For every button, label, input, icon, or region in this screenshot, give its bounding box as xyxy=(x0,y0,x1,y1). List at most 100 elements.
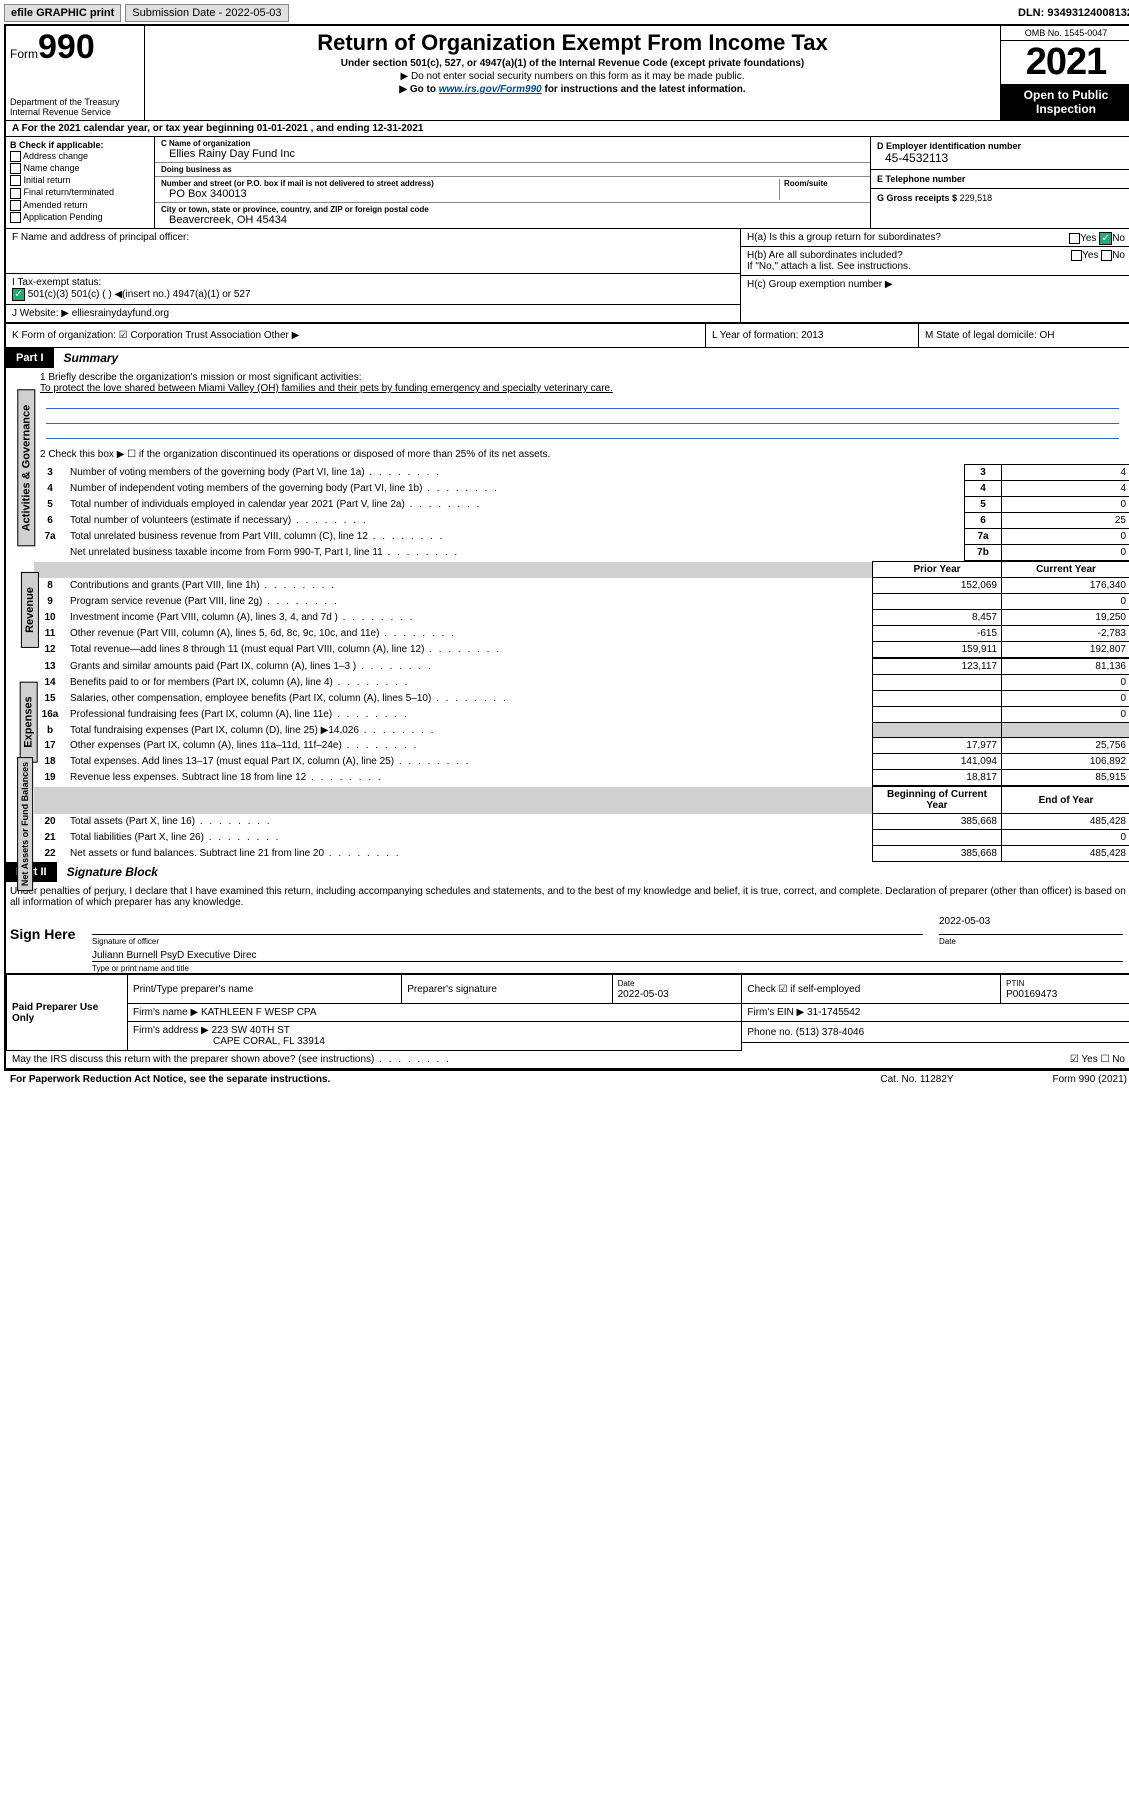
ha-no[interactable]: ✓ xyxy=(1099,232,1112,245)
cell-prior xyxy=(873,691,1002,707)
row-num: 7a xyxy=(34,529,66,545)
cell-curr: 19,250 xyxy=(1002,610,1129,626)
row-desc: Number of voting members of the governin… xyxy=(66,465,965,481)
cell-curr: 192,807 xyxy=(1002,642,1129,658)
goto-pre: ▶ Go to xyxy=(399,84,438,95)
row-a: A For the 2021 calendar year, or tax yea… xyxy=(6,121,1129,137)
cell-prior: 385,668 xyxy=(873,846,1002,862)
irs: Internal Revenue Service xyxy=(10,107,140,117)
row-box: 7a xyxy=(965,529,1002,545)
cell-prior: 159,911 xyxy=(873,642,1002,658)
row-num: 4 xyxy=(34,481,66,497)
row-desc: Total fundraising expenses (Part IX, col… xyxy=(66,723,873,738)
cell-curr: 0 xyxy=(1002,707,1129,723)
cell-prior: 385,668 xyxy=(873,814,1002,830)
chk-amended[interactable] xyxy=(10,200,21,211)
hdr-prior: Beginning of Current Year xyxy=(873,787,1002,814)
chk-address[interactable] xyxy=(10,151,21,162)
hdr-prior: Prior Year xyxy=(873,562,1002,578)
sig-name-lbl: Type or print name and title xyxy=(92,964,1129,973)
vlabel-gov: Activities & Governance xyxy=(17,390,35,547)
m-state: M State of legal domicile: OH xyxy=(918,324,1129,347)
gross: 229,518 xyxy=(960,193,993,203)
row-desc: Contributions and grants (Part VIII, lin… xyxy=(66,578,873,594)
vlabel-net: Net Assets or Fund Balances xyxy=(17,757,33,891)
row-num: 20 xyxy=(34,814,66,830)
row-val: 4 xyxy=(1002,481,1129,497)
cell-curr: 0 xyxy=(1002,675,1129,691)
sig-date-lbl: Date xyxy=(939,937,1129,946)
irs-link[interactable]: www.irs.gov/Form990 xyxy=(439,84,542,95)
tel-lbl: E Telephone number xyxy=(877,174,1125,184)
chk-name[interactable] xyxy=(10,163,21,174)
addr: PO Box 340013 xyxy=(161,188,779,200)
chk-pending[interactable] xyxy=(10,212,21,223)
row-desc: Grants and similar amounts paid (Part IX… xyxy=(66,659,873,675)
mission-line-1 xyxy=(46,394,1119,409)
ha-yes[interactable] xyxy=(1069,233,1080,244)
p-h3v: 2022-05-03 xyxy=(618,989,669,1000)
city: Beavercreek, OH 45434 xyxy=(161,214,864,226)
form-prefix: Form xyxy=(10,47,38,61)
hb-no[interactable] xyxy=(1101,250,1112,261)
cell-curr: 485,428 xyxy=(1002,846,1129,862)
ein-lbl: D Employer identification number xyxy=(877,141,1125,151)
omb: OMB No. 1545-0047 xyxy=(1001,26,1129,41)
chk-final[interactable] xyxy=(10,188,21,199)
row-num: 22 xyxy=(34,846,66,862)
ha: H(a) Is this a group return for subordin… xyxy=(741,229,1129,247)
b-opt-3: Final return/terminated xyxy=(24,187,115,197)
row-desc: Program service revenue (Part VIII, line… xyxy=(66,594,873,610)
sig-officer-lbl: Signature of officer xyxy=(92,937,931,946)
h-blank2 xyxy=(66,787,873,814)
hb-yes[interactable] xyxy=(1071,250,1082,261)
efile-button[interactable]: efile GRAPHIC print xyxy=(4,4,121,22)
dept: Department of the Treasury xyxy=(10,97,140,107)
hdr-curr: Current Year xyxy=(1002,562,1129,578)
i-opts: 501(c)(3) 501(c) ( ) ◀(insert no.) 4947(… xyxy=(28,289,251,300)
row-desc: Total revenue—add lines 8 through 11 (mu… xyxy=(66,642,873,658)
row-num: 15 xyxy=(34,691,66,707)
cell-curr: 85,915 xyxy=(1002,770,1129,786)
l-year: L Year of formation: 2013 xyxy=(705,324,918,347)
row-desc: Number of independent voting members of … xyxy=(66,481,965,497)
cell-prior xyxy=(873,675,1002,691)
p-h5: PTIN xyxy=(1006,979,1024,988)
addr-lbl: Number and street (or P.O. box if mail i… xyxy=(161,179,779,188)
line1b: To protect the love shared between Miami… xyxy=(40,383,1125,394)
row-desc: Total number of individuals employed in … xyxy=(66,497,965,513)
p-h3: Date xyxy=(618,979,635,988)
paid-hdr: Paid Preparer Use Only xyxy=(7,975,128,1051)
row-desc: Net assets or fund balances. Subtract li… xyxy=(66,846,873,862)
line2: 2 Check this box ▶ ☐ if the organization… xyxy=(40,449,1125,460)
form-title: Return of Organization Exempt From Incom… xyxy=(149,30,996,56)
row-desc: Total liabilities (Part X, line 26) xyxy=(66,830,873,846)
sig-officer-line[interactable] xyxy=(92,914,923,935)
row-desc: Total assets (Part X, line 16) xyxy=(66,814,873,830)
row-num: 19 xyxy=(34,770,66,786)
row-num: 6 xyxy=(34,513,66,529)
dln: DLN: 93493124008132 xyxy=(1018,7,1129,19)
row-num: 18 xyxy=(34,754,66,770)
sig-name: Juliann Burnell PsyD Executive Direc xyxy=(92,948,1123,962)
cell-prior: 18,817 xyxy=(873,770,1002,786)
penalties: Under penalties of perjury, I declare th… xyxy=(6,882,1129,912)
city-lbl: City or town, state or province, country… xyxy=(161,205,864,214)
cell-prior: -615 xyxy=(873,626,1002,642)
row-num: 5 xyxy=(34,497,66,513)
faddr1: 223 SW 40TH ST xyxy=(212,1025,290,1036)
row-val: 25 xyxy=(1002,513,1129,529)
hb-lbl: H(b) Are all subordinates included? xyxy=(747,250,903,261)
may-irs: May the IRS discuss this return with the… xyxy=(12,1054,965,1065)
cell-prior: 123,117 xyxy=(873,659,1002,675)
b-header: B Check if applicable: xyxy=(10,140,150,150)
b-opt-5: Application Pending xyxy=(23,212,103,222)
cell-curr: 81,136 xyxy=(1002,659,1129,675)
cell-shade xyxy=(1002,723,1129,738)
p-h1: Print/Type preparer's name xyxy=(128,975,402,1004)
chk-initial[interactable] xyxy=(10,175,21,186)
chk-501c3[interactable]: ✓ xyxy=(12,288,25,301)
b-opt-1: Name change xyxy=(24,163,80,173)
row-desc: Other revenue (Part VIII, column (A), li… xyxy=(66,626,873,642)
cell-curr: 0 xyxy=(1002,830,1129,846)
